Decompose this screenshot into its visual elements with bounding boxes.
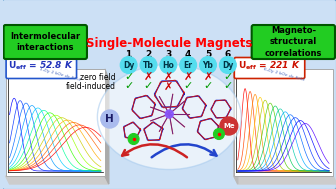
Polygon shape	[105, 69, 109, 184]
Text: Intermolecular
interactions: Intermolecular interactions	[10, 32, 80, 52]
Text: 4: 4	[185, 50, 192, 59]
Text: field-induced: field-induced	[66, 82, 116, 91]
Text: $\bf{U_{eff}}$ = 52.8 K: $\bf{U_{eff}}$ = 52.8 K	[8, 60, 74, 72]
Text: 5: 5	[205, 50, 211, 59]
Text: ✗: ✗	[164, 72, 173, 82]
Text: 6-Dy 1 kOe dc field: 6-Dy 1 kOe dc field	[263, 68, 304, 82]
Polygon shape	[234, 69, 238, 184]
Text: ✓: ✓	[223, 81, 233, 91]
Text: $\bf{U_{eff}}$ = 221 K: $\bf{U_{eff}}$ = 221 K	[238, 60, 301, 72]
Text: Dy: Dy	[123, 60, 134, 70]
Circle shape	[213, 129, 224, 139]
Text: Magneto-
structural
correlations: Magneto- structural correlations	[265, 26, 322, 58]
Text: ✗: ✗	[164, 81, 173, 91]
Text: ✓: ✓	[124, 81, 133, 91]
Text: ✗: ✗	[183, 72, 193, 82]
Circle shape	[219, 57, 236, 74]
Circle shape	[120, 57, 137, 74]
FancyBboxPatch shape	[4, 25, 87, 59]
Text: Tb: Tb	[143, 60, 154, 70]
Text: zero field: zero field	[80, 73, 116, 81]
Text: 3: 3	[165, 50, 171, 59]
Text: 2: 2	[145, 50, 152, 59]
FancyBboxPatch shape	[6, 57, 77, 78]
Circle shape	[180, 57, 197, 74]
Text: ✗: ✗	[144, 72, 153, 82]
FancyBboxPatch shape	[234, 57, 305, 78]
FancyBboxPatch shape	[252, 25, 335, 59]
Text: Single-Molecule Magnets: Single-Molecule Magnets	[86, 37, 252, 50]
FancyBboxPatch shape	[6, 69, 105, 176]
Circle shape	[140, 57, 157, 74]
Text: Me: Me	[223, 123, 235, 129]
Text: ✓: ✓	[144, 81, 153, 91]
Circle shape	[128, 133, 139, 145]
Text: ✓: ✓	[203, 81, 213, 91]
Circle shape	[101, 110, 119, 128]
Ellipse shape	[97, 64, 241, 170]
Text: 6: 6	[225, 50, 231, 59]
Text: 1-Dy 1 kOe dc field: 1-Dy 1 kOe dc field	[39, 68, 81, 82]
Text: Dy: Dy	[222, 60, 234, 70]
Text: ✓: ✓	[223, 72, 233, 82]
Text: 1: 1	[126, 50, 132, 59]
Text: ✗: ✗	[203, 72, 213, 82]
Circle shape	[165, 110, 173, 118]
Text: Er: Er	[184, 60, 193, 70]
Circle shape	[200, 57, 216, 74]
FancyBboxPatch shape	[234, 69, 333, 176]
Circle shape	[220, 117, 238, 135]
Text: ✓: ✓	[124, 72, 133, 82]
Text: ✓: ✓	[183, 81, 193, 91]
Text: Yb: Yb	[203, 60, 213, 70]
Text: H: H	[106, 114, 114, 124]
Circle shape	[160, 57, 177, 74]
Polygon shape	[6, 176, 109, 184]
Polygon shape	[234, 176, 336, 184]
Text: Ho: Ho	[162, 60, 174, 70]
